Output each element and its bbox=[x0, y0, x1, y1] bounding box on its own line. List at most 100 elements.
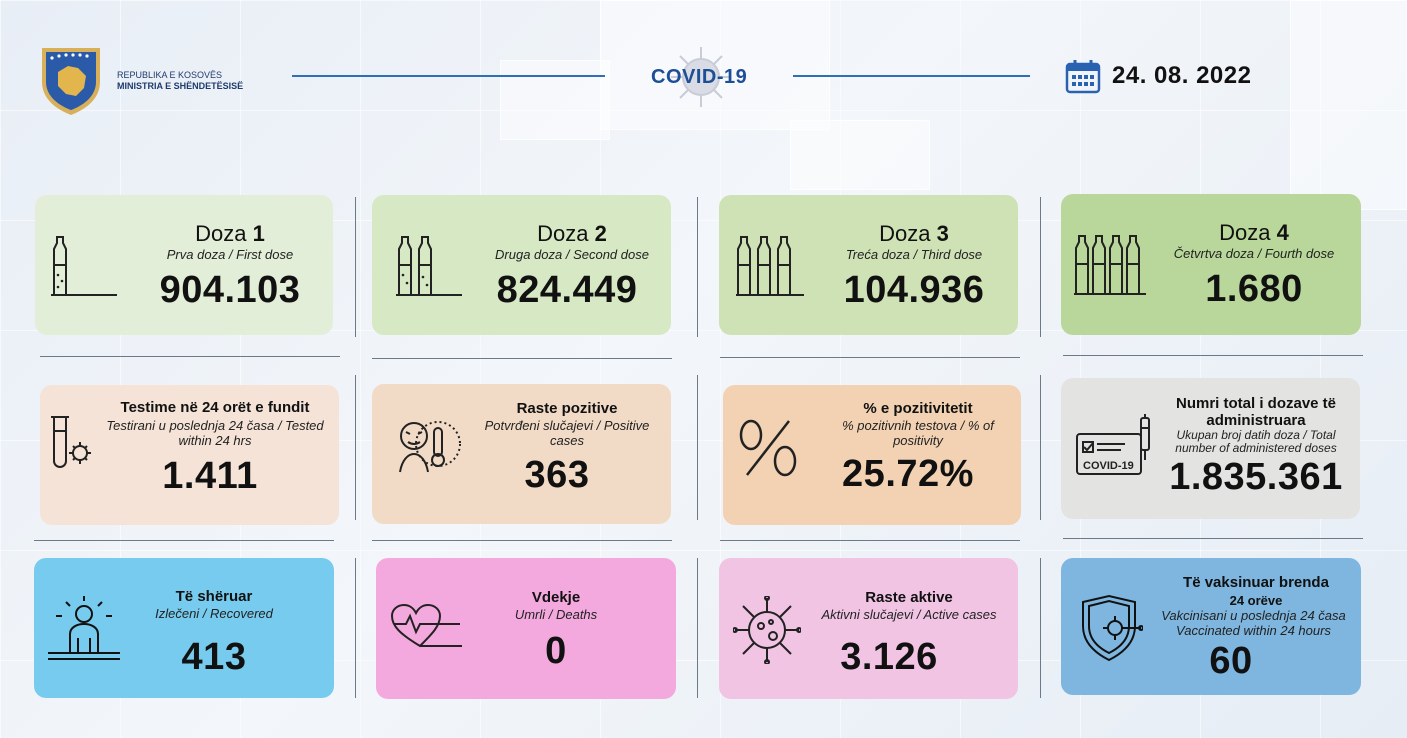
recovered-title: Të shëruar bbox=[175, 588, 253, 605]
vials-icon bbox=[1074, 235, 1146, 295]
divider bbox=[720, 540, 1020, 541]
divider bbox=[355, 558, 356, 698]
dose-1-card: Doza 1 Prva doza / First dose 904.103 bbox=[35, 195, 333, 335]
vials-icon bbox=[736, 236, 804, 296]
divider bbox=[697, 375, 698, 520]
report-date: 24. 08. 2022 bbox=[1112, 62, 1252, 89]
divider bbox=[697, 197, 698, 337]
shield-vaccine-icon bbox=[1082, 594, 1143, 662]
active-cases-card: Raste aktive Aktivni slučajevi / Active … bbox=[719, 558, 1018, 699]
test-tube-icon bbox=[51, 416, 91, 468]
header-line-right bbox=[793, 75, 1030, 77]
vials-icon bbox=[396, 236, 462, 296]
divider bbox=[1040, 197, 1041, 337]
sick-person-icon bbox=[399, 421, 461, 473]
divider bbox=[34, 540, 334, 541]
active-cases-title: Raste aktive bbox=[865, 589, 953, 606]
divider bbox=[697, 558, 698, 698]
divider bbox=[355, 375, 356, 520]
dose-number: 2 bbox=[594, 221, 607, 246]
heart-rate-icon bbox=[390, 604, 462, 648]
recovered-value: 413 bbox=[181, 636, 247, 678]
recovered-subtitle: Izlečeni / Recovered bbox=[155, 606, 273, 621]
total-doses-card: COVID-19 Numri total i dozave të adminis… bbox=[1061, 378, 1360, 519]
ministry-name: REPUBLIKA E KOSOVËS MINISTRIA E SHËNDETË… bbox=[117, 70, 243, 92]
positive-cases-subtitle: Potvrđeni slučajevi / Positive cases bbox=[484, 418, 650, 448]
dose-4-value: 1.680 bbox=[1205, 268, 1303, 310]
dose-number: 1 bbox=[252, 221, 265, 246]
vaccinated-24h-title: Të vaksinuar brenda bbox=[1183, 574, 1329, 591]
total-doses-title: Numri total i dozave të administruara bbox=[1175, 395, 1337, 429]
kosovo-emblem-logo bbox=[42, 48, 100, 115]
background-decoration bbox=[790, 120, 930, 190]
vaccinated-24h-value: 60 bbox=[1209, 640, 1253, 682]
deaths-value: 0 bbox=[545, 630, 567, 672]
positive-cases-title: Raste pozitive bbox=[516, 400, 618, 417]
header-line-left bbox=[292, 75, 605, 77]
covid-badge: COVID-19 bbox=[1083, 460, 1134, 472]
tests-title: Testime në 24 orët e fundit bbox=[120, 399, 310, 416]
total-doses-value: 1.835.361 bbox=[1169, 456, 1343, 498]
dose-3-title: Doza 3 bbox=[824, 221, 1004, 247]
deaths-subtitle: Umrli / Deaths bbox=[514, 607, 598, 622]
divider bbox=[1040, 558, 1041, 698]
deaths-title: Vdekje bbox=[531, 589, 581, 606]
dose-4-subtitle: Četvrtva doza / Fourth dose bbox=[1173, 246, 1335, 261]
positivity-value: 25.72% bbox=[842, 453, 974, 495]
deaths-card: Vdekje Umrli / Deaths 0 bbox=[376, 558, 676, 699]
positivity-card: % e pozitivitetit % pozitivnih testova /… bbox=[723, 385, 1021, 525]
active-cases-value: 3.126 bbox=[840, 636, 938, 678]
dose-label: Doza bbox=[195, 221, 247, 246]
dose-1-subtitle: Prva doza / First dose bbox=[166, 247, 294, 262]
divider bbox=[1040, 375, 1041, 520]
ministry-line2: MINISTRIA E SHËNDETËSISË bbox=[117, 81, 244, 91]
divider bbox=[1063, 355, 1363, 356]
calendar-icon bbox=[1065, 60, 1101, 94]
dose-4-title: Doza 4 bbox=[1164, 220, 1344, 246]
tests-value: 1.411 bbox=[162, 455, 258, 497]
recovered-card: Të shëruar Izlečeni / Recovered 413 bbox=[34, 558, 334, 698]
recovered-person-icon bbox=[48, 596, 120, 660]
background-decoration bbox=[500, 60, 610, 140]
dose-3-card: Doza 3 Treća doza / Third dose 104.936 bbox=[719, 195, 1018, 335]
positive-cases-value: 363 bbox=[524, 454, 590, 496]
percent-icon bbox=[739, 419, 797, 477]
virus-icon bbox=[671, 47, 731, 107]
divider bbox=[355, 197, 356, 337]
divider bbox=[372, 358, 672, 359]
dose-number: 3 bbox=[936, 221, 949, 246]
vaccinated-24h-title-line2: 24 orëve bbox=[1229, 593, 1283, 608]
dose-1-title: Doza 1 bbox=[140, 221, 320, 247]
positivity-title: % e pozitivitetit bbox=[863, 400, 973, 417]
dose-number: 4 bbox=[1276, 220, 1289, 245]
dose-label: Doza bbox=[1219, 220, 1271, 245]
positivity-subtitle: % pozitivnih testova / % of positivity bbox=[842, 418, 994, 448]
dose-label: Doza bbox=[879, 221, 931, 246]
vaccination-certificate-icon bbox=[1076, 414, 1150, 475]
dose-2-subtitle: Druga doza / Second dose bbox=[495, 247, 649, 262]
virus-icon bbox=[733, 596, 801, 664]
total-doses-subtitle: Ukupan broj datih doza / Total number of… bbox=[1175, 428, 1337, 455]
divider bbox=[372, 540, 672, 541]
divider bbox=[1063, 538, 1363, 539]
dose-2-value: 824.449 bbox=[496, 269, 638, 311]
ministry-line1: REPUBLIKA E KOSOVËS bbox=[117, 70, 223, 80]
vial-icon bbox=[51, 236, 117, 296]
dose-2-title: Doza 2 bbox=[482, 221, 662, 247]
page-title: COVID-19 bbox=[651, 66, 748, 88]
active-cases-subtitle: Aktivni slučajevi / Active cases bbox=[821, 607, 997, 622]
vaccinated-24h-card: Të vaksinuar brenda 24 orëve Vakcinisani… bbox=[1061, 558, 1361, 695]
tests-card: Testime në 24 orët e fundit Testirani u … bbox=[40, 385, 339, 525]
dose-2-card: Doza 2 Druga doza / Second dose 824.449 bbox=[372, 195, 671, 335]
divider bbox=[40, 356, 340, 357]
vaccinated-24h-subtitle: Vakcinisani u poslednja 24 časa Vaccinat… bbox=[1161, 608, 1346, 638]
dose-1-value: 904.103 bbox=[159, 269, 301, 311]
positive-cases-card: Raste pozitive Potvrđeni slučajevi / Pos… bbox=[372, 384, 671, 524]
dose-label: Doza bbox=[537, 221, 589, 246]
dose-3-value: 104.936 bbox=[843, 269, 985, 311]
dose-3-subtitle: Treća doza / Third dose bbox=[845, 247, 983, 262]
background-decoration bbox=[1290, 0, 1407, 210]
dose-4-card: Doza 4 Četvrtva doza / Fourth dose 1.680 bbox=[1061, 194, 1361, 335]
divider bbox=[720, 357, 1020, 358]
tests-subtitle: Testirani u poslednja 24 časa / Tested w… bbox=[106, 418, 324, 448]
